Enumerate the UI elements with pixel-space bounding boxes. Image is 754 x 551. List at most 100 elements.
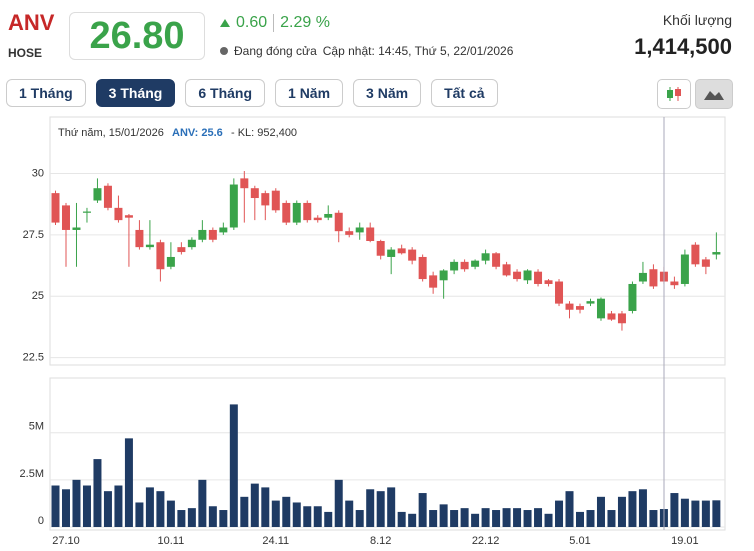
volume-bar bbox=[229, 404, 238, 527]
volume-bar bbox=[544, 513, 553, 527]
range-button[interactable]: 3 Tháng bbox=[95, 79, 176, 107]
volume-bar bbox=[82, 485, 91, 527]
volume-bar bbox=[313, 506, 322, 527]
candle-body bbox=[82, 211, 91, 213]
volume-bar bbox=[271, 500, 280, 527]
candle-body bbox=[61, 205, 70, 230]
volume-bar bbox=[103, 491, 112, 527]
volume-bar bbox=[586, 510, 595, 527]
range-button[interactable]: 1 Năm bbox=[275, 79, 344, 107]
candle-body bbox=[534, 271, 543, 284]
candle-body bbox=[282, 202, 291, 223]
candle-body bbox=[628, 283, 637, 311]
candle-body bbox=[229, 184, 238, 228]
volume-bar bbox=[429, 510, 438, 527]
candle-body bbox=[261, 193, 270, 206]
range-buttons: 1 Tháng 3 Tháng 6 Tháng 1 Năm 3 Năm Tất cả bbox=[6, 79, 498, 107]
volume-bar bbox=[471, 513, 480, 527]
tooltip-price: ANV: 25.6 bbox=[172, 127, 223, 139]
candle-body bbox=[166, 256, 175, 267]
x-tick-label: 8.12 bbox=[370, 535, 391, 547]
candle-body bbox=[355, 227, 364, 233]
area-icon[interactable] bbox=[695, 79, 733, 109]
change-value: 0.60 bbox=[236, 14, 268, 31]
candle-body bbox=[156, 242, 165, 270]
candle-body bbox=[429, 275, 438, 288]
candle-body bbox=[303, 202, 312, 221]
range-button[interactable]: 6 Tháng bbox=[185, 79, 266, 107]
x-tick-label: 27.10 bbox=[52, 535, 80, 547]
candle-body bbox=[712, 252, 721, 255]
volume-bar bbox=[450, 510, 459, 527]
volume-bar bbox=[712, 500, 721, 527]
candle-body bbox=[701, 259, 710, 267]
candle-body bbox=[72, 227, 81, 230]
candle-body bbox=[345, 231, 354, 235]
candle-body bbox=[439, 270, 448, 281]
volume-bar bbox=[366, 489, 375, 527]
volume-bar bbox=[61, 489, 70, 527]
candle-body bbox=[145, 244, 154, 248]
volume-bar bbox=[261, 487, 270, 527]
candle-body bbox=[544, 280, 553, 284]
volume-bar bbox=[534, 508, 543, 527]
x-tick-label: 19.01 bbox=[671, 535, 699, 547]
range-button[interactable]: Tất cả bbox=[431, 79, 498, 107]
exchange: HOSE bbox=[8, 46, 43, 60]
volume-bar bbox=[387, 487, 396, 527]
candle-icon[interactable] bbox=[657, 79, 691, 109]
volume-bar bbox=[334, 479, 343, 527]
range-button[interactable]: 1 Tháng bbox=[6, 79, 86, 107]
y-tick-label: 2.5M bbox=[20, 468, 44, 480]
candle-body bbox=[177, 247, 186, 253]
x-tick-label: 24.11 bbox=[262, 535, 289, 547]
volume-bar bbox=[670, 493, 679, 527]
separator bbox=[273, 14, 275, 32]
candle-body bbox=[240, 178, 249, 189]
candle-body bbox=[670, 281, 679, 286]
candle-body bbox=[596, 298, 605, 319]
tooltip-date: Thứ năm, 15/01/2026 bbox=[58, 127, 164, 139]
volume-bar bbox=[523, 510, 532, 527]
volume-bar bbox=[408, 513, 417, 527]
volume-bar bbox=[565, 491, 574, 527]
volume-bar bbox=[303, 506, 312, 527]
range-button[interactable]: 3 Năm bbox=[353, 79, 422, 107]
volume-bar bbox=[513, 508, 522, 527]
y-tick-label: 30 bbox=[32, 167, 44, 179]
volume-bar bbox=[208, 506, 217, 527]
volume-bar bbox=[701, 500, 710, 527]
volume-bar bbox=[418, 493, 427, 527]
volume-bar bbox=[93, 459, 102, 527]
volume-bar bbox=[502, 508, 511, 527]
candle-body bbox=[680, 254, 689, 284]
candle-body bbox=[638, 272, 647, 282]
y-tick-label: 5M bbox=[29, 421, 44, 433]
volume-bar bbox=[72, 479, 81, 527]
volume-bar bbox=[691, 500, 700, 527]
candle-body bbox=[586, 301, 595, 304]
price-panel bbox=[49, 116, 726, 366]
volume-bar bbox=[680, 498, 689, 527]
volume-bar bbox=[166, 500, 175, 527]
y-tick-label: 22.5 bbox=[23, 352, 44, 364]
candle-body bbox=[565, 303, 574, 310]
volume-bar bbox=[156, 491, 165, 527]
candle-body bbox=[114, 207, 123, 221]
volume-panel bbox=[49, 377, 726, 531]
price: 26.80 bbox=[69, 12, 205, 60]
volume-bar bbox=[187, 508, 196, 527]
volume-bar bbox=[355, 510, 364, 527]
chart-type bbox=[657, 79, 733, 109]
volume-bar bbox=[576, 511, 584, 527]
volume-bar bbox=[492, 510, 501, 527]
volume-bar bbox=[177, 510, 186, 527]
candle-body bbox=[397, 248, 406, 254]
candle-body bbox=[460, 261, 469, 270]
area-glyph bbox=[704, 91, 724, 100]
candle-body bbox=[271, 190, 280, 211]
change: 0.60 2.29 % bbox=[220, 14, 330, 32]
candle-body bbox=[649, 269, 658, 287]
